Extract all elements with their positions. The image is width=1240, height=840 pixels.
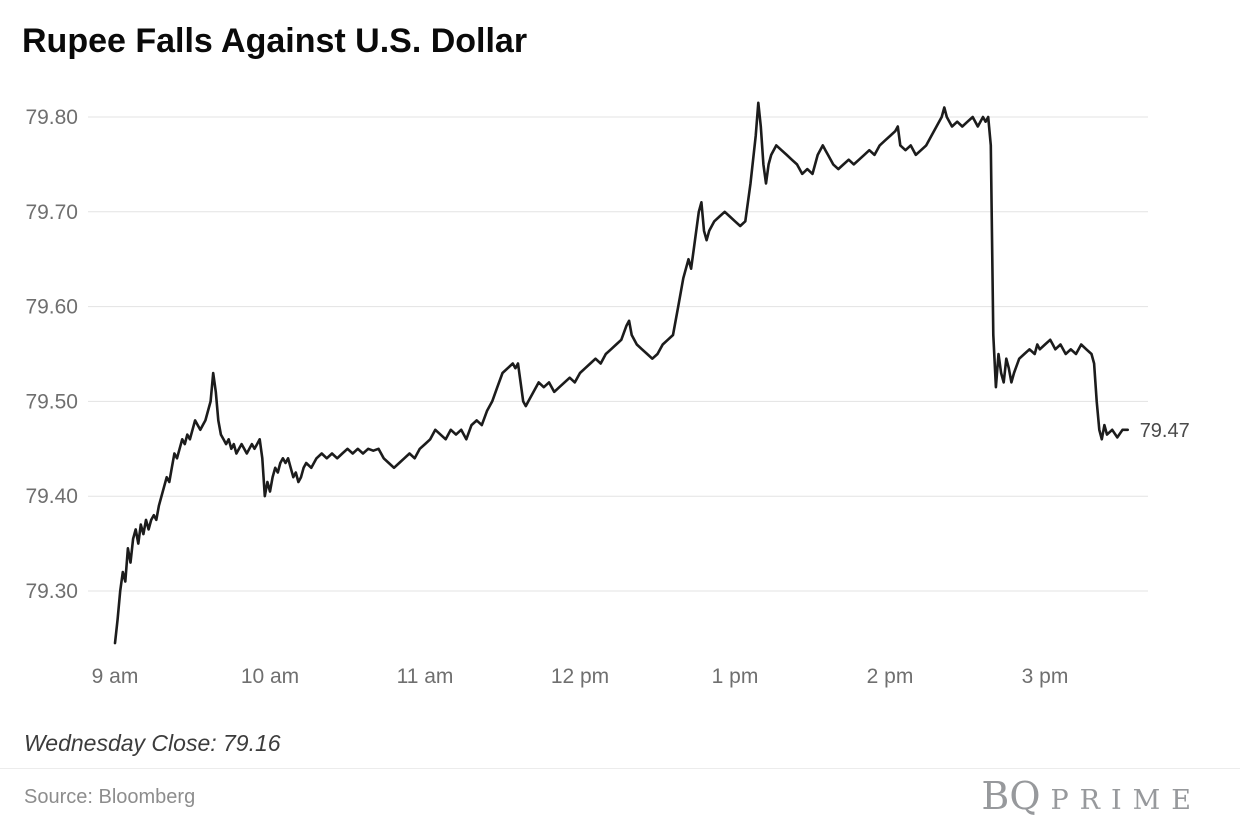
x-axis-tick-label: 3 pm (1022, 665, 1069, 688)
price-line (113, 101, 1129, 645)
y-axis-tick-label: 79.30 (25, 580, 78, 603)
last-value-label: 79.47 (1140, 420, 1190, 442)
bqprime-logo: BQ PRIME (981, 774, 1202, 818)
footer-divider (0, 768, 1240, 769)
line-chart: 79.30 79.40 79.50 79.60 79.70 79.80 9 am 10 am 1… (25, 101, 1190, 688)
logo-prime-text: PRIME (1050, 785, 1202, 816)
close-note: Wednesday Close: 79.16 (24, 730, 281, 756)
x-axis-tick-label: 12 pm (551, 665, 609, 688)
y-axis-tick-label: 79.50 (25, 390, 78, 413)
source-label: Source: Bloomberg (24, 786, 196, 808)
logo-bq-text: BQ (981, 774, 1041, 818)
x-axis-tick-label: 10 am (241, 665, 299, 688)
x-axis-tick-label: 1 pm (712, 665, 759, 688)
y-axis-tick-label: 79.60 (25, 296, 78, 319)
y-axis-tick-label: 79.80 (25, 106, 78, 129)
x-axis-tick-label: 2 pm (867, 665, 914, 688)
x-axis-tick-label: 11 am (397, 665, 454, 688)
chart-title: Rupee Falls Against U.S. Dollar (22, 22, 528, 60)
x-axis-tick-label: 9 am (92, 665, 139, 688)
y-axis-tick-label: 79.70 (25, 201, 78, 224)
y-axis-tick-label: 79.40 (25, 485, 78, 508)
